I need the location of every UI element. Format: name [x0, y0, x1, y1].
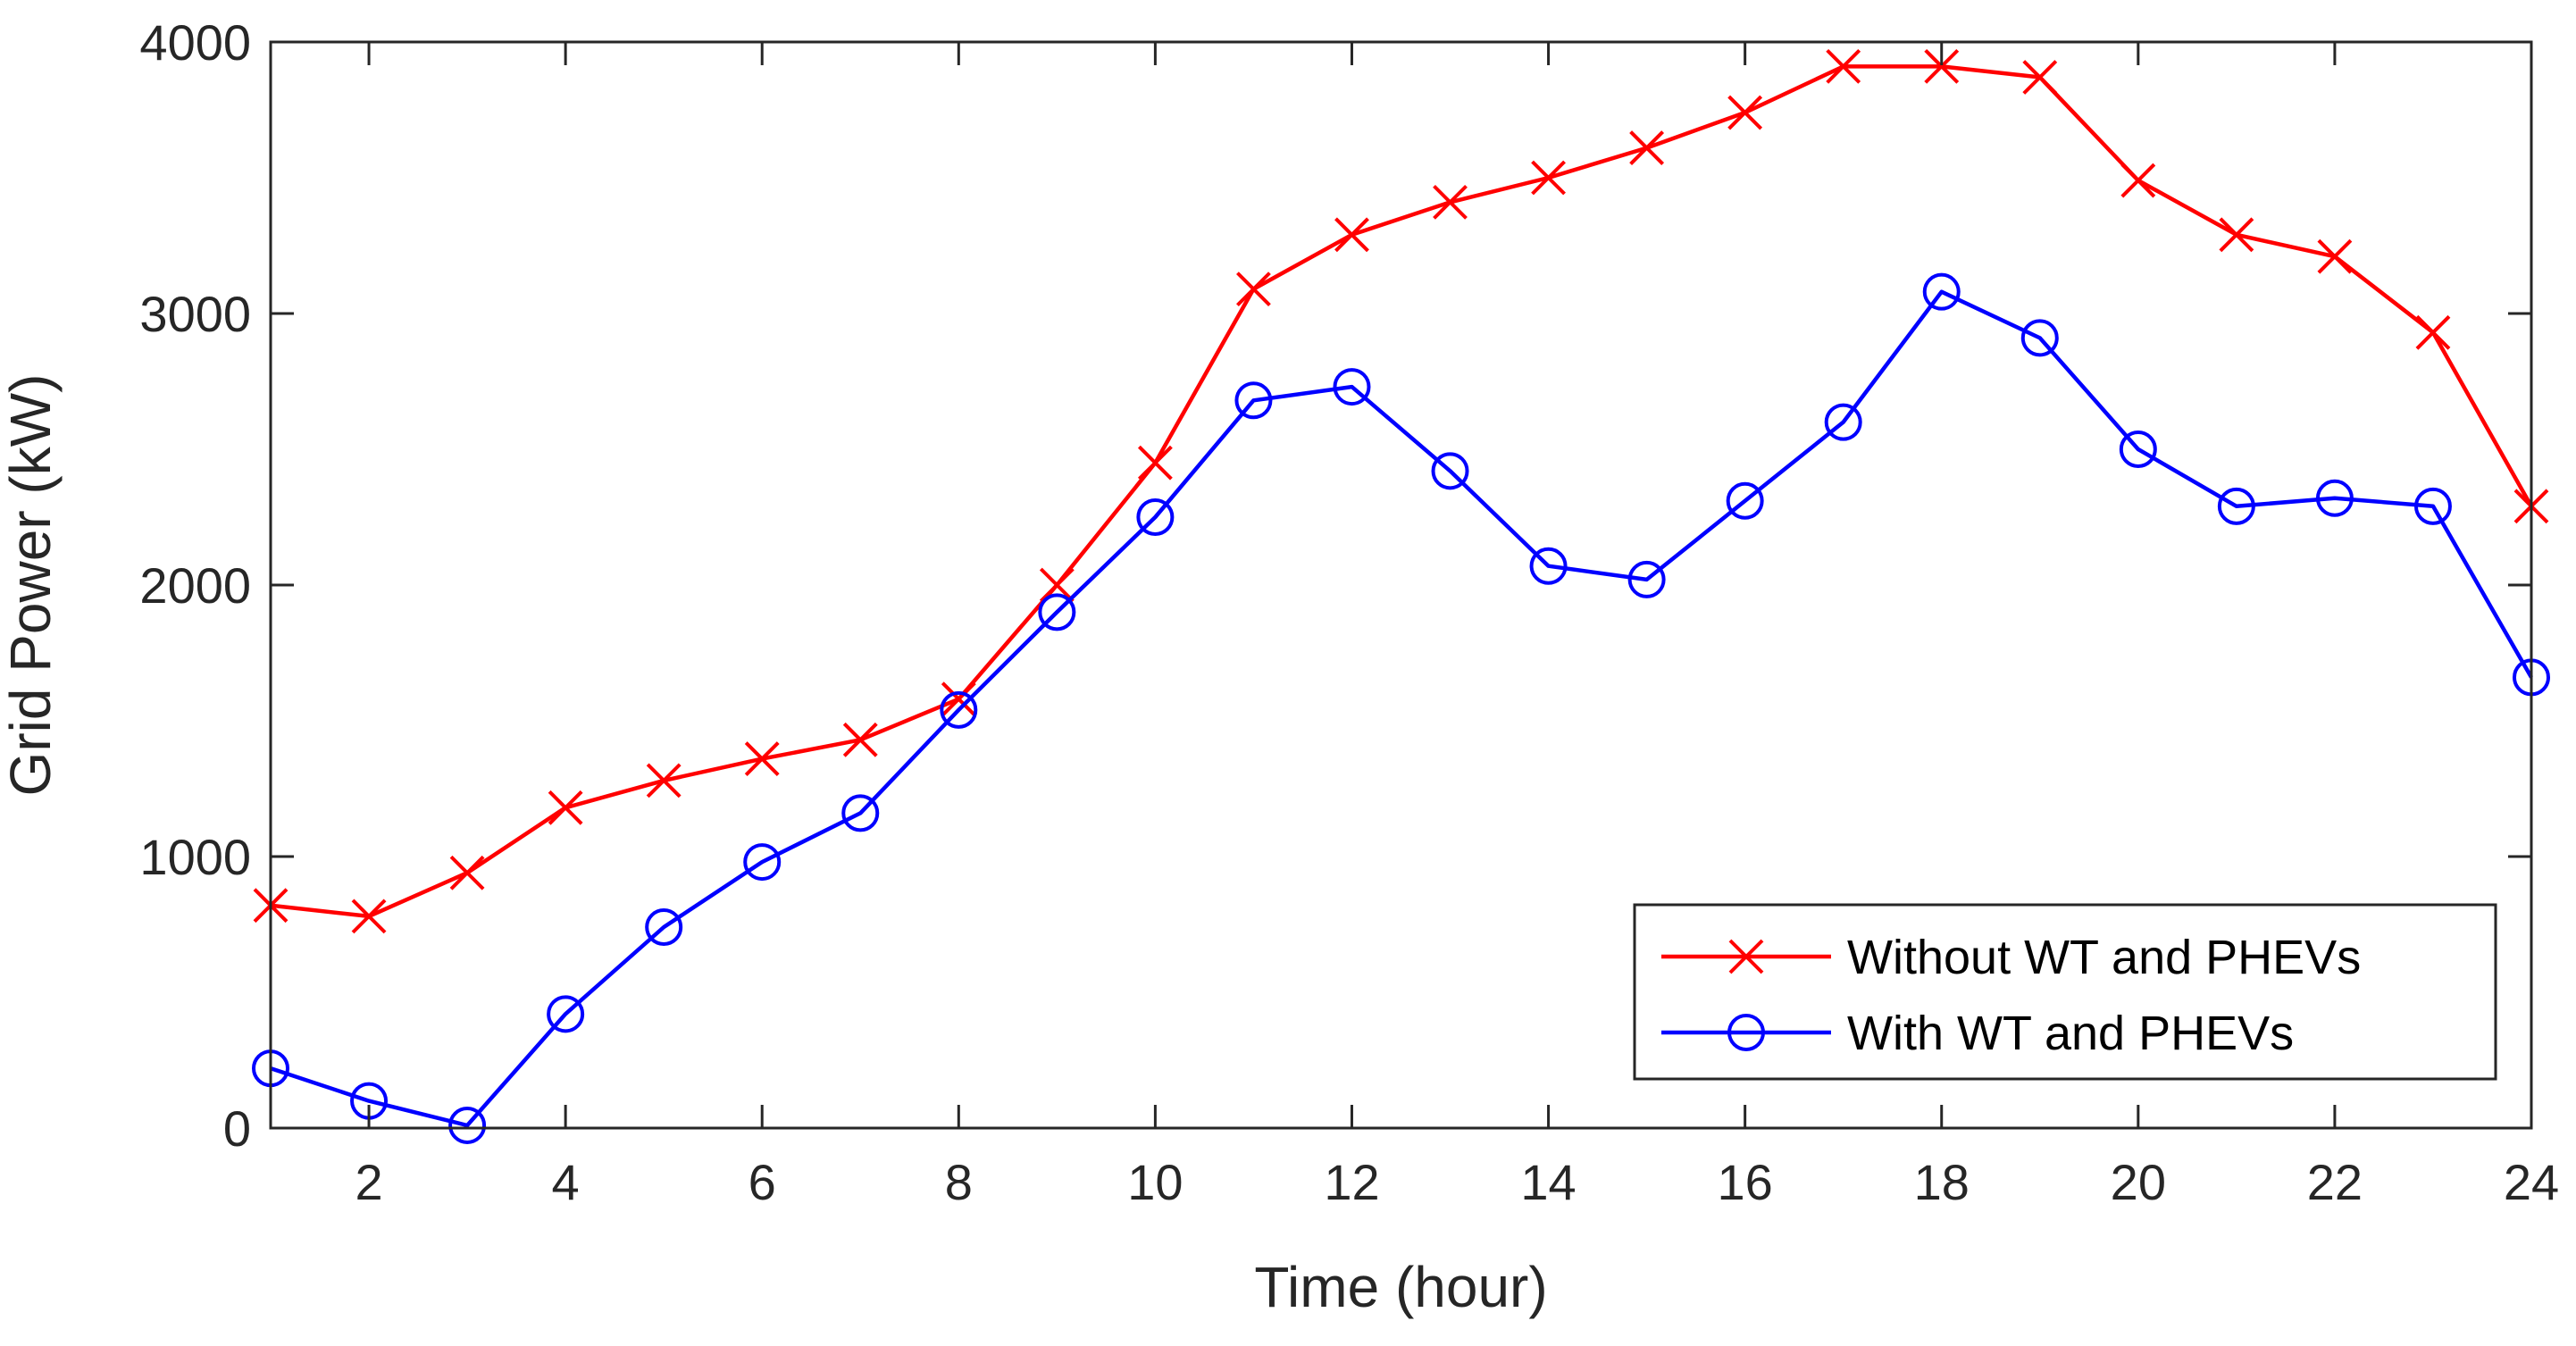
data-point-with-wt-phevs-3 — [448, 1106, 487, 1144]
data-point-without-wt-phevs-19-stroke-b — [2022, 60, 2058, 95]
y-tick-label-3000: 3000 — [139, 286, 251, 342]
data-point-with-wt-phevs-4 — [547, 995, 585, 1033]
x-tick-label-18: 18 — [1914, 1154, 1970, 1210]
data-point-with-wt-phevs-8 — [940, 690, 978, 729]
x-tick-label-12: 12 — [1324, 1154, 1379, 1210]
data-point-without-wt-phevs-12-stroke-b — [1334, 217, 1369, 253]
data-point-without-wt-phevs-18-stroke-b — [1924, 48, 1960, 84]
data-point-without-wt-phevs-14 — [1531, 160, 1566, 196]
y-tick-label-0: 0 — [223, 1100, 251, 1157]
x-tick-label-16: 16 — [1718, 1154, 1773, 1210]
data-point-with-wt-phevs-19 — [2020, 319, 2059, 357]
data-point-without-wt-phevs-6 — [744, 741, 780, 776]
data-point-without-wt-phevs-21-stroke-b — [2219, 217, 2254, 253]
data-point-with-wt-phevs-6 — [743, 843, 782, 882]
data-point-without-wt-phevs-19 — [2022, 60, 2058, 95]
data-point-without-wt-phevs-12 — [1334, 217, 1369, 253]
data-point-with-wt-phevs-7 — [841, 794, 880, 832]
legend-label-with-wt-phevs: With WT and PHEVs — [1847, 1007, 2294, 1060]
data-point-without-wt-phevs-8 — [941, 681, 976, 717]
data-point-without-wt-phevs-20-stroke-b — [2120, 163, 2156, 198]
legend-swatch-marker-without-wt-phevs-stroke-b — [1728, 939, 1764, 974]
data-point-without-wt-phevs-17 — [1826, 48, 1861, 84]
legend: Without WT and PHEVs With WT and PHEVs — [1633, 903, 2497, 1081]
legend-swatch-marker-with-wt-phevs — [1727, 1014, 1765, 1051]
y-tick-label-1000: 1000 — [139, 829, 251, 885]
data-point-with-wt-phevs-11 — [1234, 381, 1273, 420]
x-tick-label-4: 4 — [552, 1154, 580, 1210]
data-point-with-wt-phevs-16 — [1726, 481, 1764, 520]
x-axis-title: Time (hour) — [1254, 1255, 1547, 1319]
data-point-with-wt-phevs-21 — [2217, 487, 2255, 525]
data-point-without-wt-phevs-8-stroke-b — [941, 681, 976, 717]
data-point-without-wt-phevs-23-stroke-b — [2415, 314, 2451, 350]
x-tick-label-22: 22 — [2307, 1154, 2363, 1210]
data-point-with-wt-phevs-20 — [2119, 431, 2157, 468]
data-point-with-wt-phevs-10 — [1136, 498, 1175, 536]
data-point-without-wt-phevs-4 — [548, 790, 583, 825]
data-point-without-wt-phevs-5 — [646, 763, 682, 798]
data-point-without-wt-phevs-11 — [1236, 272, 1271, 307]
data-point-with-wt-phevs-22 — [2315, 479, 2354, 517]
data-point-without-wt-phevs-2 — [351, 899, 387, 934]
series-line-with-wt-phevs — [270, 289, 2533, 1128]
data-point-without-wt-phevs-21 — [2219, 217, 2254, 253]
data-point-without-wt-phevs-15 — [1629, 130, 1665, 165]
data-point-without-wt-phevs-14-stroke-b — [1531, 160, 1566, 196]
data-point-without-wt-phevs-17-stroke-b — [1826, 48, 1861, 84]
x-tick-label-8: 8 — [945, 1154, 973, 1210]
data-point-with-wt-phevs-13 — [1431, 452, 1469, 490]
data-point-without-wt-phevs-23 — [2415, 314, 2451, 350]
data-point-without-wt-phevs-4-stroke-b — [548, 790, 583, 825]
data-point-without-wt-phevs-10-stroke-b — [1137, 445, 1173, 481]
data-point-without-wt-phevs-11-stroke-b — [1236, 272, 1271, 307]
y-tick-label-4000: 4000 — [139, 14, 251, 71]
data-point-without-wt-phevs-2-stroke-b — [351, 899, 387, 934]
series-line-without-wt-phevs — [270, 64, 2533, 919]
data-point-without-wt-phevs-5-stroke-b — [646, 763, 682, 798]
data-point-without-wt-phevs-13-stroke-b — [1433, 184, 1468, 220]
x-tick-label-10: 10 — [1127, 1154, 1183, 1210]
x-tick-label-2: 2 — [355, 1154, 382, 1210]
data-point-without-wt-phevs-16 — [1727, 95, 1763, 130]
data-point-without-wt-phevs-7-stroke-b — [842, 722, 878, 757]
x-tick-label-24: 24 — [2504, 1154, 2559, 1210]
data-point-without-wt-phevs-18 — [1924, 48, 1960, 84]
data-point-without-wt-phevs-6-stroke-b — [744, 741, 780, 776]
data-point-without-wt-phevs-22-stroke-b — [2317, 238, 2353, 274]
data-point-without-wt-phevs-10 — [1137, 445, 1173, 481]
data-point-without-wt-phevs-16-stroke-b — [1727, 95, 1763, 130]
data-point-with-wt-phevs-9 — [1038, 593, 1076, 631]
data-point-without-wt-phevs-15-stroke-b — [1629, 130, 1665, 165]
x-tick-label-14: 14 — [1520, 1154, 1576, 1210]
x-tick-label-20: 20 — [2111, 1154, 2166, 1210]
y-axis-title: Grid Power (kW) — [0, 374, 63, 797]
data-point-with-wt-phevs-23 — [2413, 487, 2452, 525]
data-point-without-wt-phevs-9-stroke-b — [1039, 567, 1075, 603]
legend-box — [1633, 903, 2497, 1081]
legend-entry-with-wt-phevs: With WT and PHEVs — [1661, 1007, 2294, 1060]
plot-area — [252, 48, 2550, 1144]
data-point-with-wt-phevs-18 — [1922, 272, 1961, 311]
x-tick-label-6: 6 — [749, 1154, 776, 1210]
legend-entry-without-wt-phevs: Without WT and PHEVs — [1661, 931, 2361, 984]
data-point-without-wt-phevs-9 — [1039, 567, 1075, 603]
data-point-without-wt-phevs-3 — [449, 855, 485, 890]
data-point-without-wt-phevs-20 — [2120, 163, 2156, 198]
data-point-without-wt-phevs-22 — [2317, 238, 2353, 274]
legend-label-without-wt-phevs: Without WT and PHEVs — [1847, 931, 2361, 984]
y-tick-label-2000: 2000 — [139, 557, 251, 614]
data-point-without-wt-phevs-13 — [1433, 184, 1468, 220]
data-point-with-wt-phevs-12 — [1333, 368, 1371, 406]
data-point-without-wt-phevs-7 — [842, 722, 878, 757]
data-point-with-wt-phevs-15 — [1627, 560, 1666, 598]
data-point-with-wt-phevs-5 — [645, 908, 683, 947]
data-point-without-wt-phevs-3-stroke-b — [449, 855, 485, 890]
data-point-with-wt-phevs-14 — [1529, 547, 1568, 585]
data-point-with-wt-phevs-17 — [1824, 403, 1862, 441]
legend-swatch-marker-without-wt-phevs — [1728, 939, 1764, 974]
